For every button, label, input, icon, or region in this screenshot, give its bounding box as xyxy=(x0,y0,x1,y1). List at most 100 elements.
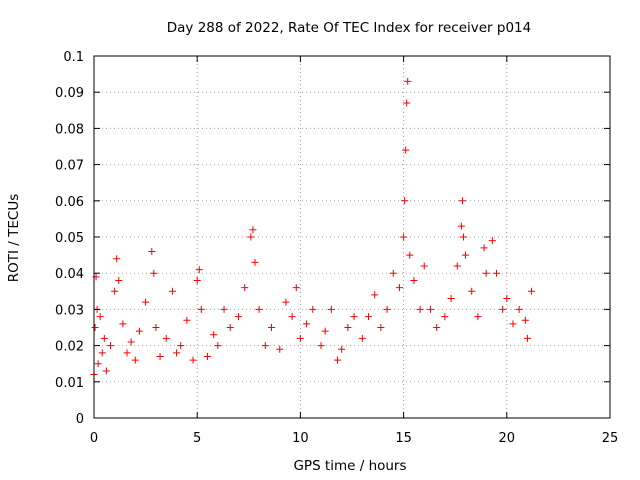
data-point xyxy=(528,287,536,295)
grid-layer xyxy=(94,56,610,418)
data-point xyxy=(204,352,212,360)
data-point xyxy=(404,77,412,85)
data-point xyxy=(426,305,434,313)
y-axis-label: ROTI / TECUs xyxy=(6,194,22,282)
data-point xyxy=(416,305,424,313)
x-tick-label: 10 xyxy=(292,431,309,446)
x-tick-label: 15 xyxy=(395,431,412,446)
data-point xyxy=(98,349,106,357)
data-point xyxy=(226,324,234,331)
data-point xyxy=(389,269,397,277)
data-point xyxy=(338,345,346,353)
y-tick-label: 0.01 xyxy=(55,376,84,391)
data-point xyxy=(453,262,461,270)
data-point xyxy=(383,305,391,313)
plot-frame xyxy=(93,55,611,419)
data-point xyxy=(113,255,121,263)
data-point xyxy=(515,305,523,313)
data-point xyxy=(447,295,455,303)
data-point xyxy=(156,352,164,360)
y-tick-label: 0.1 xyxy=(63,50,84,65)
data-point xyxy=(303,320,311,328)
data-point xyxy=(148,247,156,255)
data-point xyxy=(358,334,366,342)
data-point xyxy=(433,324,441,331)
data-point xyxy=(142,298,150,306)
data-point xyxy=(102,367,110,375)
data-point xyxy=(214,342,222,350)
data-point xyxy=(523,334,531,342)
chart-title: Day 288 of 2022, Rate Of TEC Index for r… xyxy=(167,20,531,36)
data-point xyxy=(255,305,263,313)
data-point xyxy=(334,356,342,364)
data-point xyxy=(183,316,191,324)
x-tick-label: 20 xyxy=(499,431,516,446)
data-point xyxy=(162,334,170,342)
y-tick-label: 0 xyxy=(76,412,84,427)
y-tick-label: 0.02 xyxy=(55,340,84,355)
data-point xyxy=(350,313,358,321)
data-point xyxy=(309,305,317,313)
data-point xyxy=(488,237,496,245)
data-point xyxy=(457,222,465,230)
y-tick-label: 0.04 xyxy=(55,267,84,282)
data-point xyxy=(365,313,373,321)
data-point xyxy=(377,324,385,331)
data-point xyxy=(499,305,507,313)
y-tick-label: 0.07 xyxy=(55,159,84,174)
data-point xyxy=(402,146,410,154)
data-point xyxy=(400,233,408,241)
data-point xyxy=(111,287,119,295)
data-point xyxy=(177,342,185,350)
data-point xyxy=(247,233,255,241)
data-point xyxy=(403,99,411,107)
data-point xyxy=(220,305,228,313)
data-point xyxy=(210,331,218,339)
data-point xyxy=(119,320,127,328)
data-point xyxy=(195,266,203,274)
x-tick-label: 25 xyxy=(602,431,619,446)
data-point xyxy=(509,320,517,328)
y-tick-label: 0.05 xyxy=(55,231,84,246)
data-point xyxy=(410,276,418,284)
data-point xyxy=(193,276,201,284)
data-point xyxy=(276,345,284,353)
data-point xyxy=(115,276,123,284)
data-point xyxy=(135,327,143,335)
data-point xyxy=(395,284,403,292)
data-point xyxy=(91,324,99,331)
data-point xyxy=(468,287,476,295)
data-point xyxy=(288,313,296,321)
data-point xyxy=(492,269,500,277)
data-point xyxy=(480,244,488,252)
data-point xyxy=(234,313,242,321)
data-point xyxy=(123,349,131,357)
data-point xyxy=(459,233,467,241)
data-point xyxy=(344,324,352,331)
y-tick-label: 0.03 xyxy=(55,303,84,318)
data-point xyxy=(503,295,511,303)
data-point xyxy=(401,197,409,205)
data-point xyxy=(249,226,257,234)
data-point xyxy=(420,262,428,270)
data-point xyxy=(96,313,104,321)
data-point xyxy=(371,291,379,299)
data-point xyxy=(94,360,102,368)
data-point xyxy=(521,316,529,324)
data-point xyxy=(292,284,300,292)
x-axis-label: GPS time / hours xyxy=(293,458,406,474)
data-point xyxy=(251,258,259,266)
y-tick-label: 0.06 xyxy=(55,195,84,210)
data-point xyxy=(100,334,108,342)
data-point xyxy=(241,284,249,292)
data-point xyxy=(441,313,449,321)
data-point xyxy=(458,197,466,205)
x-tick-label: 0 xyxy=(90,431,98,446)
data-point xyxy=(261,342,269,350)
x-tick-labels: 0 5 10 15 20 25 xyxy=(90,431,618,446)
data-point xyxy=(107,342,115,350)
data-point xyxy=(474,313,482,321)
data-point xyxy=(197,305,205,313)
y-tick-label: 0.09 xyxy=(55,86,84,101)
